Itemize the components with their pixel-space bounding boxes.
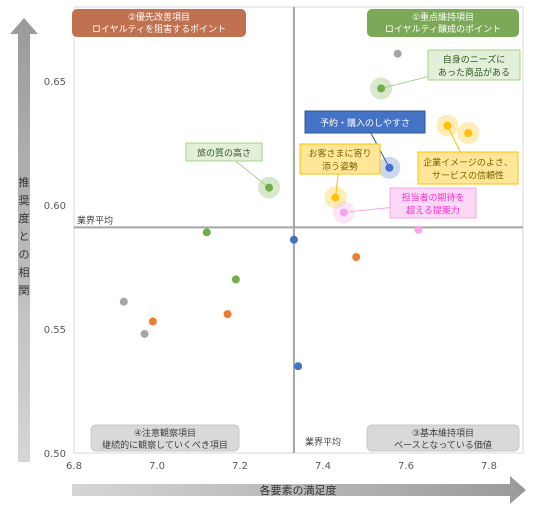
quadrant-box-q1 [367, 9, 519, 37]
annotation-box [304, 110, 426, 134]
axis-arrows [10, 18, 526, 504]
data-point [339, 208, 348, 217]
data-point [265, 183, 274, 192]
quadrant-title-q4: ④注意観察項目 [134, 427, 196, 439]
y-tick-label: 0.60 [44, 201, 66, 212]
quadrant-box-q3 [366, 424, 520, 452]
quadrant-box-q2 [72, 9, 246, 37]
quadrant-subtitle-q3: ベースとなっている価値 [394, 439, 492, 451]
data-point [393, 49, 402, 58]
annotation-box [427, 49, 521, 81]
industry-average-label-horizontal: 業界平均 [77, 214, 113, 226]
data-point [377, 84, 386, 93]
data-point [289, 235, 298, 244]
tick-labels: 6.8 7.0 7.2 7.4 7.6 7.8 0.50 0.55 0.60 0.65 [44, 77, 497, 472]
annotation-box [299, 143, 381, 175]
data-point [464, 129, 473, 138]
data-point [140, 329, 149, 338]
annotation-box [417, 151, 519, 185]
annotation-label: あった商品がある [438, 67, 510, 79]
data-point [119, 297, 128, 306]
annotation-label: 自身のニーズに [443, 54, 506, 66]
annotation-label: 予約・購入のしやすさ [320, 117, 410, 129]
plot-area [73, 6, 524, 454]
x-tick-label: 7.4 [315, 461, 331, 472]
quadrant-title-q2: ②優先改善項目 [128, 11, 190, 23]
x-axis-label: 各要素の満足度 [260, 483, 337, 497]
annotation-box [389, 187, 477, 219]
quadrant-title-q1: ①重点維持項目 [412, 11, 474, 23]
data-point [414, 225, 423, 234]
annotation-label: 企業イメージのよさ、 [423, 157, 513, 169]
quadrant-subtitle-q1: ロイヤルティ醸成のポイント [385, 23, 501, 35]
data-point [231, 275, 240, 284]
annotation-label: 超える提案力 [406, 205, 460, 217]
y-axis-arrow [10, 18, 38, 462]
x-tick-label: 6.8 [66, 461, 82, 472]
data-point [443, 121, 452, 130]
quadrant-box-q4 [90, 424, 240, 452]
y-tick-label: 0.55 [44, 325, 66, 336]
quadrant-title-q3: ③基本維持項目 [412, 427, 474, 439]
quadrant-subtitle-q2: ロイヤルティを阻害するポイント [92, 23, 226, 35]
y-tick-label: 0.50 [44, 449, 66, 460]
x-tick-label: 7.2 [232, 461, 248, 472]
x-tick-label: 7.8 [481, 461, 497, 472]
annotation-label: 添う姿勢 [322, 161, 358, 173]
industry-average-label-vertical: 業界平均 [305, 436, 341, 448]
x-axis-arrow [72, 476, 526, 504]
annotation-label: 旅の質の高さ [197, 147, 251, 159]
data-points [119, 49, 473, 371]
x-tick-label: 7.6 [398, 461, 414, 472]
data-point [202, 228, 211, 237]
data-point [352, 253, 361, 262]
data-point [148, 317, 157, 326]
data-point [294, 362, 303, 371]
y-tick-label: 0.65 [44, 77, 66, 88]
data-point [223, 310, 232, 319]
annotation-box [185, 142, 263, 162]
x-tick-label: 7.0 [149, 461, 165, 472]
data-point [331, 193, 340, 202]
annotation-label: 担当者の期待を [401, 192, 464, 204]
y-axis-label: 推奨度との相関 [19, 175, 30, 297]
annotation-label: お客さまに寄り [308, 148, 371, 160]
annotation-label: サービスの信頼性 [432, 170, 504, 182]
quadrant-subtitle-q4: 継続的に観察していくべき項目 [102, 439, 228, 451]
data-point [385, 163, 394, 172]
